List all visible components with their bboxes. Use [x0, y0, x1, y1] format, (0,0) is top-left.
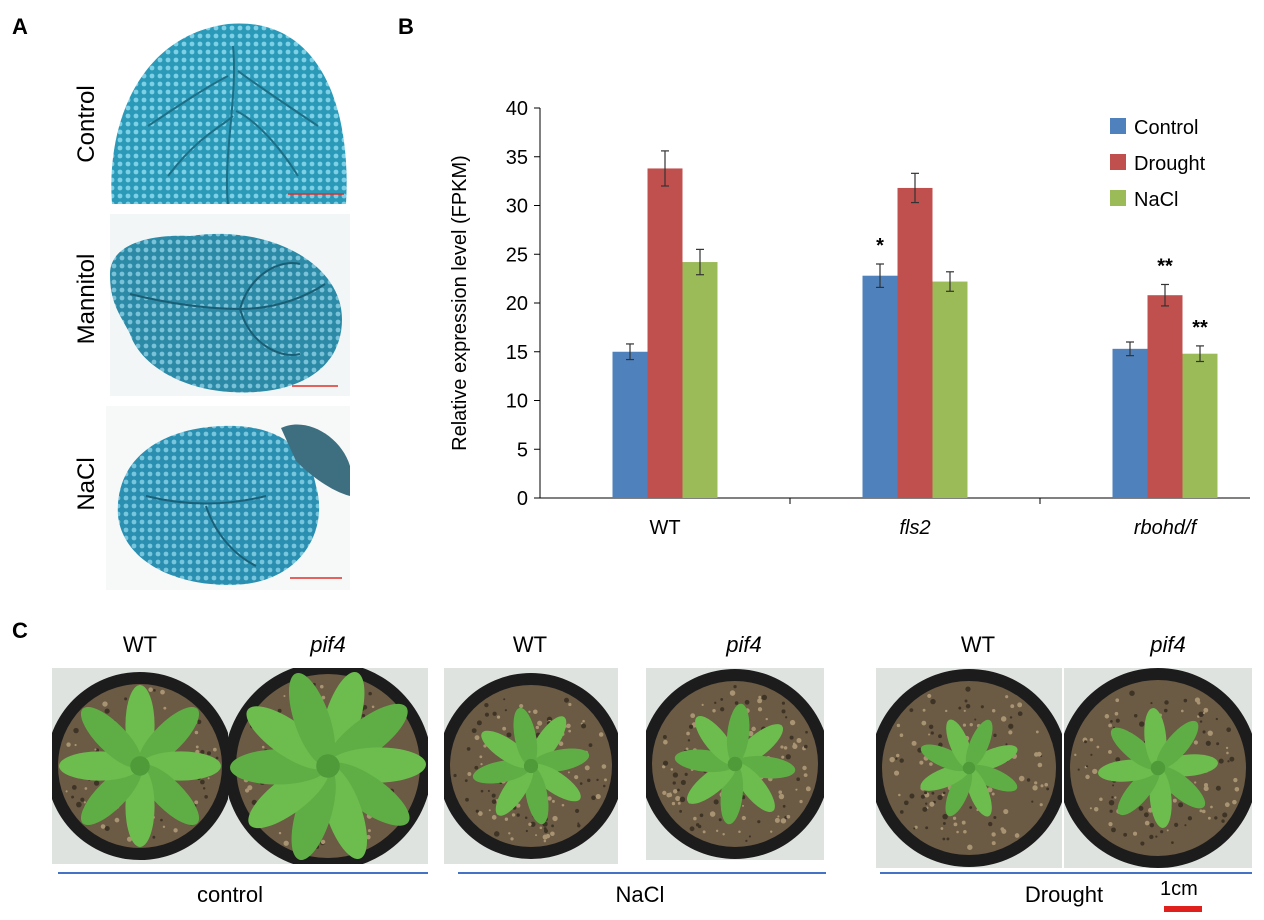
panel-letter-c: C: [12, 618, 28, 643]
plant-photo-nacl-wt: [444, 668, 618, 864]
legend-swatch-drought: [1110, 154, 1126, 170]
panel-letter-b: B: [398, 14, 414, 39]
panel-letter-a: A: [12, 14, 28, 39]
y-tick-label: 5: [517, 439, 528, 461]
bar-chart: 0 5 10 15 20 25 30 35 40 Relative expression leve…: [449, 98, 1250, 539]
plant-photo-control-wt: [52, 668, 228, 864]
group-label-nacl: NaCl: [615, 882, 665, 907]
row-label-control: Control: [73, 85, 100, 163]
bar-control-2: [1112, 348, 1148, 498]
legend-label-drought: Drought: [1134, 153, 1206, 175]
label-drought-pif4: pif4: [1150, 632, 1186, 657]
leaf-image-nacl: [106, 406, 350, 590]
group-label-control: control: [196, 882, 264, 907]
plant-photo-drought-pif4: [1064, 668, 1252, 868]
leaf-image-mannitol: [110, 214, 350, 396]
x-tick-label: WT: [649, 517, 680, 539]
plant-photo-control-pif4: [228, 668, 428, 864]
y-tick-label: 10: [506, 391, 528, 413]
significance-mark: **: [1192, 317, 1208, 339]
bar-drought-2: [1147, 295, 1183, 498]
plant-photo-nacl-pif4: [646, 668, 824, 860]
bar-nacl-2: [1182, 353, 1218, 498]
group-line-nacl: [458, 872, 826, 874]
bar-drought-1: [897, 187, 933, 498]
legend-label-control: Control: [1134, 117, 1198, 139]
y-tick-label: 25: [506, 244, 528, 266]
y-tick-label: 40: [506, 98, 528, 120]
plant-drawing: [1064, 668, 1252, 868]
legend-swatch-control: [1110, 118, 1126, 134]
group-label-drought: Drought: [1024, 882, 1104, 907]
scale-bar: [1164, 906, 1202, 912]
bar-control-0: [612, 351, 648, 498]
bar-control-1: [862, 275, 898, 498]
x-tick-label: rbohd/f: [1134, 517, 1199, 539]
y-tick-label: 35: [506, 147, 528, 169]
significance-mark: **: [1157, 255, 1173, 277]
bar-nacl-1: [932, 281, 968, 498]
leaf-image-control: [108, 16, 350, 204]
row-label-nacl: NaCl: [73, 457, 100, 511]
label-drought-wt: WT: [960, 632, 996, 657]
plant-drawing: [876, 668, 1062, 868]
label-nacl-wt: WT: [512, 632, 548, 657]
x-tick-label: fls2: [899, 517, 930, 539]
y-tick-label: 30: [506, 196, 528, 218]
y-tick-label: 20: [506, 293, 528, 315]
y-axis-label: Relative expression level (FPKM): [449, 155, 471, 451]
row-label-mannitol: Mannitol: [73, 253, 100, 345]
legend-label-nacl: NaCl: [1134, 189, 1178, 211]
plant-drawing: [228, 668, 428, 864]
plant-photo-drought-wt: [876, 668, 1062, 868]
group-line-control: [58, 872, 428, 874]
legend-swatch-nacl: [1110, 190, 1126, 206]
y-tick-label: 0: [517, 488, 528, 510]
scale-bar-label: 1cm: [1160, 878, 1198, 900]
group-line-drought: [880, 872, 1252, 874]
plant-drawing: [52, 668, 228, 864]
y-tick-label: 15: [506, 342, 528, 364]
significance-mark: *: [876, 235, 884, 257]
bar-nacl-0: [682, 262, 718, 498]
label-nacl-pif4: pif4: [726, 632, 762, 657]
label-control-wt: WT: [122, 632, 158, 657]
plant-drawing: [646, 668, 824, 860]
bar-drought-0: [647, 168, 683, 498]
plant-drawing: [444, 668, 618, 864]
label-control-pif4: pif4: [310, 632, 346, 657]
